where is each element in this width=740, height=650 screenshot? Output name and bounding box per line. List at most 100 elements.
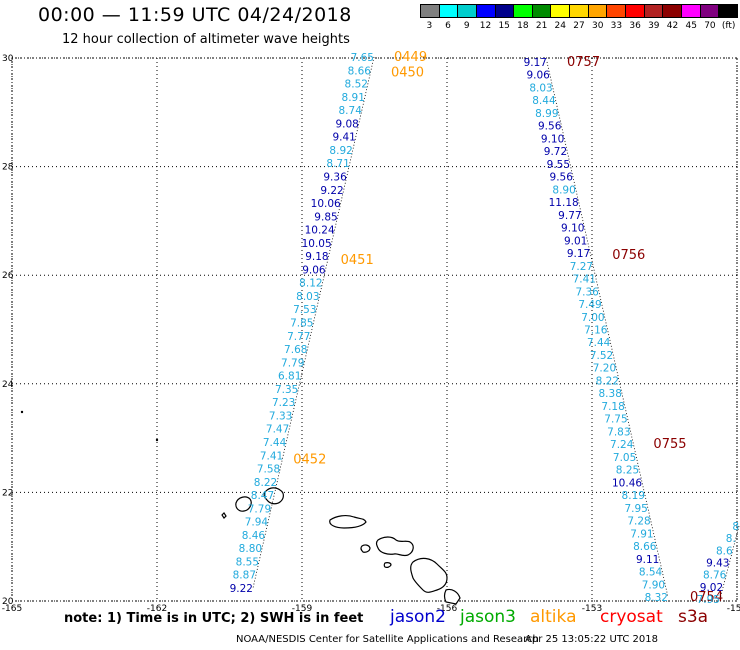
track-line — [719, 525, 740, 600]
color-scale-bar — [420, 4, 738, 18]
latitude-tick-label: 20 — [2, 597, 14, 607]
swh-value-label: 9.06 — [526, 70, 550, 82]
color-scale-label: 24 — [554, 21, 567, 31]
swh-value-label: 7.27 — [570, 261, 593, 273]
swh-value-label: 7.68 — [284, 344, 307, 356]
swh-value-label: 7.58 — [257, 464, 280, 476]
swh-value-label: 9.85 — [314, 211, 337, 223]
latitude-tick-label: 22 — [2, 488, 13, 498]
swh-value-label: 9.17 — [567, 248, 590, 260]
swh-value-label: 7.41 — [573, 274, 596, 286]
latitude-tick-label: 28 — [2, 163, 14, 173]
islet-dot-1 — [20, 410, 24, 414]
color-scale-label: 18 — [517, 21, 529, 31]
swh-value-label: 7.77 — [287, 331, 310, 343]
color-scale-cell — [719, 5, 737, 17]
island-kahoolawe — [383, 562, 392, 568]
island-maui — [375, 536, 414, 557]
swh-value-label: 7.52 — [590, 350, 613, 362]
swh-value-label: 8.38 — [599, 388, 622, 400]
swh-value-label: 7.05 — [613, 452, 636, 464]
altimeter-tracks: 7.658.668.528.918.749.089.418.928.719.36… — [230, 50, 740, 606]
swh-value-label: 8.99 — [535, 108, 558, 120]
swh-value-label: 11.18 — [549, 197, 579, 209]
swh-value-label: 9.08 — [335, 118, 358, 130]
swh-value-label: 7.44 — [587, 337, 611, 349]
color-scale-label: 3 — [426, 21, 433, 31]
page-title: 00:00 — 11:59 UTC 04/24/2018 — [38, 4, 352, 26]
swh-value-label: 7.91 — [630, 528, 653, 540]
color-scale-cell — [588, 5, 608, 17]
color-scale-cell — [570, 5, 589, 17]
color-scale-cell — [681, 5, 701, 17]
latitude-tick-label: 26 — [2, 271, 14, 281]
swh-value-label: 8.03 — [529, 82, 552, 94]
hawaiian-islands — [221, 487, 461, 605]
longitude-tick-label: -165 — [2, 604, 22, 614]
swh-value-label: 9.55 — [547, 159, 570, 171]
color-scale-label: 21 — [535, 21, 548, 31]
color-scale-cell — [495, 5, 515, 17]
map-frame — [11, 57, 738, 602]
swh-value-label: 8. — [726, 533, 736, 545]
swh-value-label: 7.79 — [248, 503, 271, 515]
swh-value-label: 7.33 — [269, 410, 292, 422]
color-scale-cell — [532, 5, 552, 17]
legend-cryosat: cryosat — [600, 607, 663, 627]
track-time-label: 0451 — [341, 253, 374, 268]
swh-value-label: 7.85 — [290, 318, 313, 330]
island-molokai — [329, 514, 367, 529]
island-lanai — [360, 544, 371, 553]
swh-value-label: 8.6 — [716, 545, 733, 557]
page-subtitle: 12 hour collection of altimeter wave hei… — [62, 32, 350, 47]
longitude-tick-label: -153 — [582, 604, 602, 614]
swh-value-label: 7.44 — [263, 437, 287, 449]
swh-value-label: 7.00 — [581, 312, 604, 324]
color-scale-cell — [551, 5, 571, 17]
latitude-tick-label: 24 — [2, 380, 14, 390]
color-scale-label: 39 — [648, 21, 660, 31]
swh-value-label: 8.91 — [342, 92, 365, 104]
swh-value-label: 10.46 — [612, 477, 642, 489]
swh-value-label: 8.22 — [254, 477, 277, 489]
swh-value-label: 9.17 — [524, 57, 547, 69]
swh-value-label: 8.32 — [645, 592, 668, 604]
color-scale-label: 27 — [573, 21, 585, 31]
swh-value-label: 9.18 — [305, 251, 328, 263]
swh-value-label: 8 — [732, 521, 739, 533]
color-scale-cell — [700, 5, 720, 17]
swh-value-label: 7.65 — [351, 52, 374, 64]
legend-jason2: jason2 — [390, 607, 446, 627]
longitude-tick-label: -156 — [437, 604, 458, 614]
track-time-label: 0757 — [567, 55, 600, 70]
swh-value-label: 8.03 — [296, 291, 319, 303]
color-scale-cell — [607, 5, 627, 17]
credit-line: NOAA/NESDIS Center for Satellite Applica… — [236, 634, 539, 645]
swh-value-label: 9.56 — [538, 121, 562, 133]
swh-value-label: 10.06 — [311, 198, 341, 210]
legend-altika: altika — [530, 607, 577, 627]
swh-value-label: 7.47 — [266, 424, 289, 436]
swh-value-label: 7.18 — [601, 401, 624, 413]
latitude-tick-label: 30 — [2, 54, 14, 64]
swh-value-label: 10.24 — [305, 225, 335, 237]
track-time-label: 0754 — [690, 590, 723, 605]
swh-value-label: 10.05 — [302, 238, 332, 250]
color-scale-label: 12 — [479, 21, 492, 31]
islet-dot-2 — [155, 438, 159, 442]
island-kauai — [235, 496, 252, 512]
swh-value-label: 8.12 — [299, 278, 322, 290]
swh-value-label: 8.80 — [239, 543, 262, 555]
swh-value-label: 7.36 — [575, 286, 599, 298]
swh-value-label: 9.56 — [550, 172, 574, 184]
swh-value-label: 8.47 — [251, 490, 274, 502]
swh-value-label: 8.90 — [552, 184, 575, 196]
swh-value-label: 7.83 — [607, 426, 630, 438]
swh-value-label: 8.66 — [633, 541, 657, 553]
color-scale-cell — [458, 5, 477, 17]
color-scale-cell — [421, 5, 440, 17]
color-scale-label: 33 — [610, 21, 623, 31]
swh-value-label: 8.92 — [329, 145, 352, 157]
color-scale-label: 30 — [591, 21, 604, 31]
track-time-label: 0452 — [293, 452, 326, 467]
